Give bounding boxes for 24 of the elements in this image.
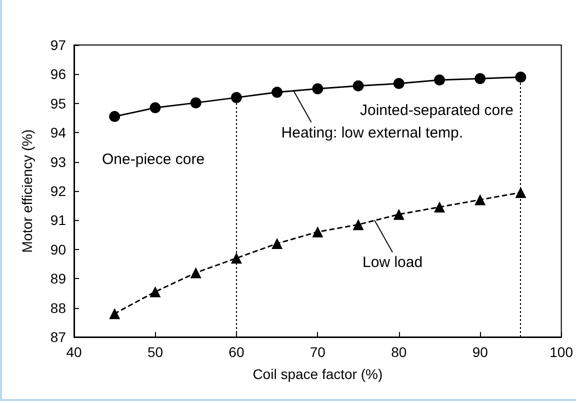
y-tick-label: 93 (50, 154, 66, 170)
x-tick-label: 70 (310, 344, 326, 360)
annotation: Heating: low external temp. (281, 124, 464, 142)
annotation: One-piece core (102, 151, 205, 168)
y-tick-label: 91 (50, 212, 66, 228)
y-tick-label: 94 (50, 124, 66, 141)
x-tick-label: 90 (472, 344, 488, 360)
x-tick-label: 80 (391, 344, 407, 360)
y-axis-title: Motor efficiency (%) (19, 129, 35, 253)
x-axis-title: Coil space factor (%) (252, 366, 383, 382)
x-tick-label: 100 (550, 344, 574, 360)
annotation: Jointed-separated core (360, 102, 514, 119)
x-tick-label: 60 (228, 344, 244, 360)
y-tick-label: 96 (50, 66, 66, 82)
y-tick-label: 90 (50, 241, 66, 258)
y-tick-label: 89 (50, 270, 66, 287)
y-tick-label: 95 (50, 95, 66, 112)
annotation: Low load (362, 254, 423, 272)
y-tick-label: 88 (50, 300, 66, 316)
y-tick-label: 87 (50, 329, 66, 345)
x-tick-label: 40 (66, 344, 82, 360)
y-tick-label: 92 (50, 183, 66, 199)
y-tick-label: 97 (50, 37, 66, 53)
x-tick-label: 50 (147, 344, 164, 360)
